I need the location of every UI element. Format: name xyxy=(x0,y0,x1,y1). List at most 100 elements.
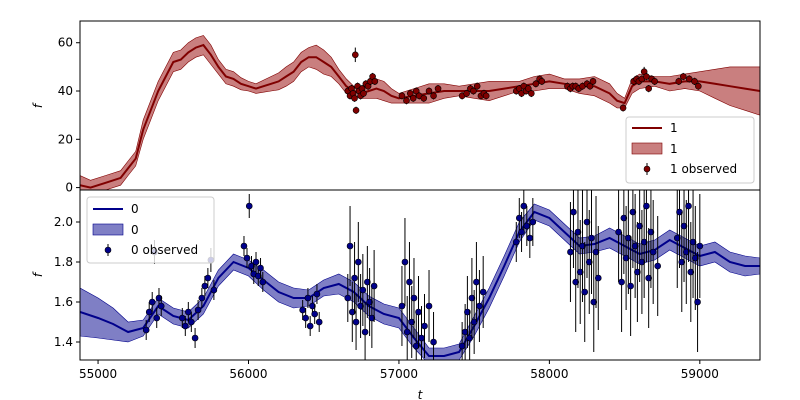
top-panel: 0 20 40 60 f 1 1 1 observed xyxy=(31,20,761,195)
bottom-legend-line-label: 0 xyxy=(131,202,139,216)
bottom-observed-point xyxy=(579,242,586,250)
top-observed-point xyxy=(482,92,490,100)
top-observed-point xyxy=(430,92,437,100)
bottom-observed-point xyxy=(576,268,584,276)
top-y-tick-label: 0 xyxy=(65,181,73,195)
bottom-observed-point xyxy=(629,208,637,216)
top-observed-point xyxy=(352,51,359,59)
top-observed-point xyxy=(406,90,414,97)
bottom-observed-point xyxy=(526,234,534,242)
bottom-observed-point xyxy=(425,302,433,310)
bottom-observed-point xyxy=(585,258,593,266)
bottom-observed-point xyxy=(588,234,595,242)
bottom-observed-point xyxy=(299,306,306,314)
bottom-observed-point xyxy=(155,294,163,302)
bottom-x-tick-label: 56000 xyxy=(229,367,267,381)
bottom-observed-point xyxy=(685,202,692,210)
bottom-observed-point xyxy=(654,262,661,270)
top-observed-point xyxy=(409,94,417,102)
bottom-observed-point xyxy=(410,294,418,302)
bottom-observed-point xyxy=(581,288,589,296)
bottom-observed-point xyxy=(351,274,358,282)
bottom-observed-point xyxy=(240,242,248,250)
bottom-panel: 1.4 1.6 1.8 2.0 55000 56000 57000 58000 59000 f… xyxy=(31,189,761,400)
bottom-observed-point xyxy=(640,238,648,246)
bottom-observed-point xyxy=(257,264,264,272)
bottom-x-axis: 55000 56000 57000 58000 59000 xyxy=(79,360,719,381)
top-observed-point xyxy=(434,85,442,92)
bottom-observed-point xyxy=(649,248,657,256)
top-observed-point xyxy=(398,92,406,100)
bottom-observed-point xyxy=(461,328,469,336)
bottom-observed-point xyxy=(622,254,630,262)
bottom-observed-point xyxy=(687,268,695,276)
top-observed-point xyxy=(351,94,358,102)
bottom-observed-point xyxy=(153,314,161,322)
bottom-observed-point xyxy=(638,258,646,266)
bottom-observed-point xyxy=(583,218,591,226)
bottom-observed-point xyxy=(618,278,625,286)
bottom-observed-point xyxy=(245,202,253,210)
bottom-observed-point xyxy=(464,308,471,316)
bottom-observed-point xyxy=(570,208,577,216)
bottom-observed-point xyxy=(631,242,639,250)
bottom-observed-point xyxy=(179,314,186,322)
bottom-observed-point xyxy=(615,228,622,236)
bottom-observed-point xyxy=(157,302,165,310)
top-observed-point xyxy=(532,80,540,88)
bottom-observed-point xyxy=(406,278,413,286)
top-observed-point xyxy=(619,104,627,112)
bottom-plot-area xyxy=(80,190,760,360)
bottom-observed-point xyxy=(349,308,356,316)
bottom-legend-band-label: 0 xyxy=(131,223,139,237)
top-plot-area xyxy=(80,35,760,190)
bottom-observed-point xyxy=(415,308,422,316)
bottom-observed-point xyxy=(259,278,267,286)
top-observed-point xyxy=(360,90,367,97)
top-legend-band-label: 1 xyxy=(670,142,678,156)
top-observed-point xyxy=(538,78,546,85)
bottom-observed-point xyxy=(311,310,318,318)
bottom-observed-point xyxy=(408,318,416,326)
bottom-observed-point xyxy=(645,274,652,282)
top-y-tick-label: 40 xyxy=(58,84,73,98)
bottom-observed-point xyxy=(346,242,354,250)
top-observed-point xyxy=(643,73,650,80)
top-observed-point xyxy=(691,78,698,85)
bottom-observed-point xyxy=(198,294,206,302)
bottom-observed-point xyxy=(364,278,371,286)
bottom-observed-point xyxy=(344,294,352,302)
bottom-legend: 0 0 0 observed xyxy=(86,196,215,264)
bottom-observed-point xyxy=(191,334,199,342)
bottom-observed-point xyxy=(210,286,218,294)
bottom-observed-point xyxy=(252,258,260,266)
bottom-observed-point xyxy=(412,342,420,350)
top-observed-point xyxy=(352,107,360,114)
bottom-observed-point xyxy=(398,302,406,310)
top-y-axis-label: f xyxy=(31,102,45,108)
top-legend: 1 1 1 observed xyxy=(625,116,755,184)
bottom-legend-observed-marker xyxy=(104,246,112,254)
bottom-observed-point xyxy=(473,278,480,286)
bottom-observed-point xyxy=(476,302,483,310)
bottom-observed-point xyxy=(302,314,309,322)
bottom-observed-point xyxy=(243,254,251,262)
bottom-legend-box xyxy=(86,196,215,264)
bottom-observed-point xyxy=(523,222,531,230)
bottom-observed-point xyxy=(694,298,701,306)
top-observed-point xyxy=(679,73,687,80)
bottom-observed-point xyxy=(636,222,643,230)
bottom-observed-point xyxy=(352,318,360,326)
bottom-observed-point xyxy=(574,228,582,236)
top-legend-observed-marker xyxy=(643,165,651,173)
bottom-observed-point xyxy=(361,328,369,336)
top-y-tick-label: 20 xyxy=(58,132,73,146)
bottom-observed-point xyxy=(682,248,690,256)
bottom-observed-point xyxy=(678,258,686,266)
bottom-observed-point xyxy=(204,274,212,282)
bottom-observed-point xyxy=(188,318,195,326)
top-observed-point xyxy=(425,87,433,95)
top-observed-point xyxy=(589,78,597,85)
bottom-observed-point xyxy=(313,290,321,298)
